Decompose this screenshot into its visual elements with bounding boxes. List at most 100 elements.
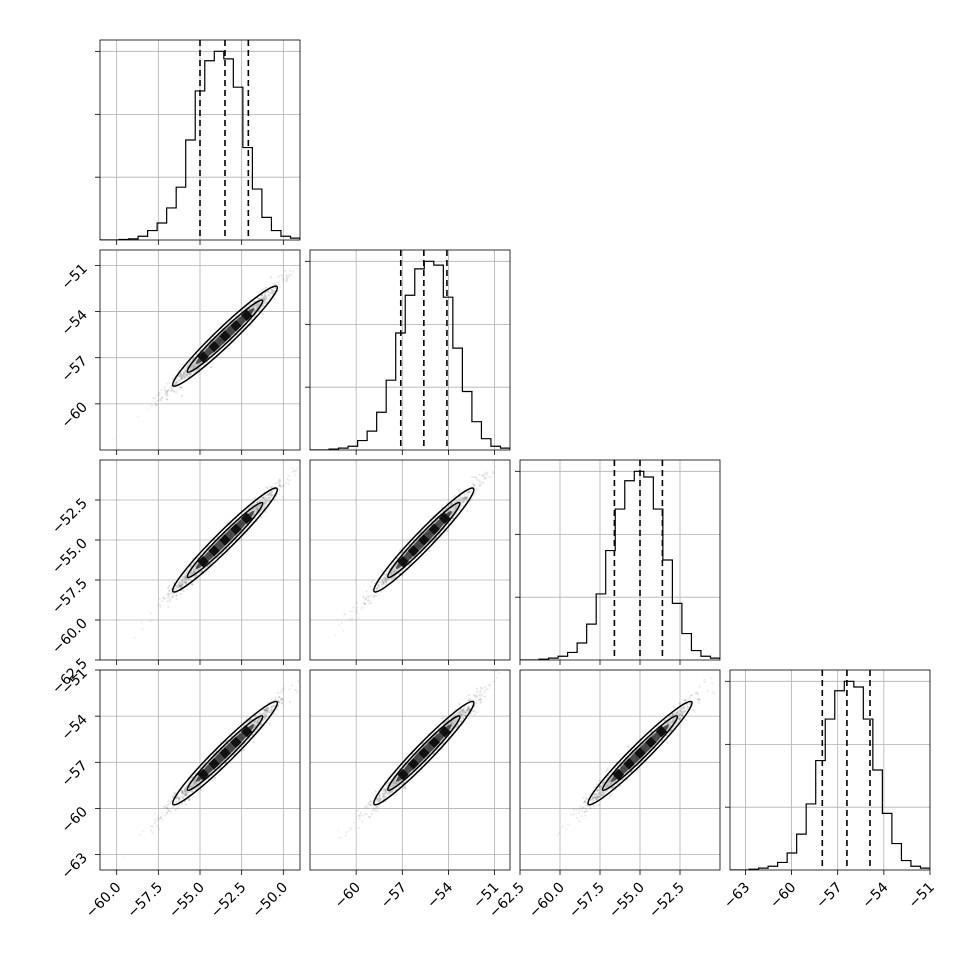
sample-point bbox=[279, 697, 283, 700]
sample-point bbox=[149, 620, 152, 623]
sample-point bbox=[270, 494, 274, 497]
sample-point bbox=[467, 693, 470, 697]
sample-point bbox=[273, 498, 276, 501]
sample-point bbox=[287, 474, 291, 477]
density-block bbox=[197, 768, 209, 781]
sample-point bbox=[184, 800, 187, 803]
sample-point bbox=[274, 698, 277, 701]
sample-point bbox=[484, 477, 487, 480]
sample-point bbox=[180, 378, 183, 381]
sample-point bbox=[160, 396, 164, 399]
sample-point bbox=[454, 495, 457, 498]
sample-point bbox=[158, 399, 162, 402]
sample-point bbox=[485, 473, 488, 476]
sample-point bbox=[270, 288, 273, 291]
y-tick-label: −57.5 bbox=[49, 576, 91, 618]
sample-point bbox=[380, 585, 383, 588]
sample-point bbox=[181, 575, 184, 578]
sample-point bbox=[152, 397, 155, 400]
sample-point bbox=[177, 378, 180, 382]
sample-point bbox=[180, 394, 184, 397]
sample-point bbox=[475, 476, 478, 479]
sample-point bbox=[334, 634, 337, 637]
panel-body bbox=[100, 460, 300, 660]
sample-point bbox=[486, 471, 489, 474]
sample-point bbox=[342, 629, 345, 632]
panel-body bbox=[100, 670, 308, 870]
contour-inner bbox=[186, 715, 264, 792]
sample-point bbox=[373, 582, 376, 585]
sample-point bbox=[170, 595, 173, 599]
x-tick-label: −57.5 bbox=[125, 880, 167, 922]
sample-point bbox=[270, 709, 273, 712]
density-block bbox=[241, 512, 253, 525]
sample-point bbox=[378, 799, 381, 802]
sample-point bbox=[260, 497, 264, 500]
sample-point bbox=[361, 606, 364, 609]
sample-point bbox=[184, 803, 187, 806]
sample-point bbox=[283, 484, 286, 487]
sample-point bbox=[153, 397, 156, 400]
sample-point bbox=[478, 698, 481, 701]
sample-point bbox=[167, 809, 170, 812]
sample-point bbox=[195, 574, 198, 577]
density-block bbox=[208, 340, 220, 353]
sample-point bbox=[296, 466, 299, 469]
sample-point bbox=[273, 704, 276, 707]
sample-point bbox=[367, 596, 370, 599]
y-tick-label: −54 bbox=[59, 712, 91, 744]
sample-point bbox=[281, 701, 284, 705]
sample-point bbox=[374, 595, 377, 598]
sample-point bbox=[263, 505, 267, 508]
sample-point bbox=[306, 670, 308, 672]
sample-point bbox=[267, 289, 270, 292]
sample-point bbox=[161, 596, 165, 599]
sample-point bbox=[175, 380, 178, 383]
sample-point bbox=[468, 490, 471, 493]
y-tick-label: −51 bbox=[59, 261, 91, 293]
sample-point bbox=[264, 494, 267, 498]
sample-point bbox=[479, 689, 482, 692]
sample-point bbox=[156, 604, 159, 607]
sample-point bbox=[466, 709, 469, 712]
sample-point bbox=[183, 581, 187, 584]
y-tick-label: −57 bbox=[59, 758, 91, 790]
sample-point bbox=[259, 516, 263, 519]
sample-point bbox=[271, 289, 274, 292]
sample-point bbox=[278, 481, 281, 484]
sample-point bbox=[166, 393, 169, 396]
sample-point bbox=[289, 269, 292, 272]
sample-point bbox=[372, 594, 376, 597]
sample-point bbox=[177, 804, 180, 807]
sample-point bbox=[363, 602, 366, 606]
sample-point bbox=[177, 380, 180, 383]
sample-point bbox=[465, 496, 469, 499]
panel-3-1: −60 −57 −54 −51 bbox=[309, 669, 511, 912]
sample-point bbox=[171, 805, 174, 808]
panel-body bbox=[100, 40, 300, 240]
y-tick-label: −54 bbox=[59, 307, 91, 339]
sample-point bbox=[175, 594, 178, 597]
sample-point bbox=[199, 788, 203, 791]
sample-point bbox=[269, 291, 272, 294]
sample-point bbox=[177, 583, 180, 586]
sample-point bbox=[168, 593, 171, 596]
sample-point bbox=[379, 581, 383, 584]
contour-outer bbox=[373, 487, 475, 593]
sample-point bbox=[268, 296, 272, 299]
sample-point bbox=[264, 717, 267, 721]
sample-point bbox=[464, 497, 468, 500]
sample-point bbox=[269, 495, 272, 498]
contour-inner bbox=[186, 299, 264, 373]
sample-point bbox=[178, 798, 181, 801]
sample-point bbox=[165, 392, 168, 395]
sample-point bbox=[178, 379, 181, 382]
sample-point bbox=[254, 497, 257, 500]
sample-point bbox=[185, 582, 188, 585]
sample-point bbox=[276, 492, 279, 496]
sample-point bbox=[266, 298, 269, 301]
density-block bbox=[230, 736, 242, 749]
sample-point bbox=[165, 398, 169, 401]
sample-point bbox=[263, 293, 266, 296]
sample-point bbox=[475, 478, 479, 481]
